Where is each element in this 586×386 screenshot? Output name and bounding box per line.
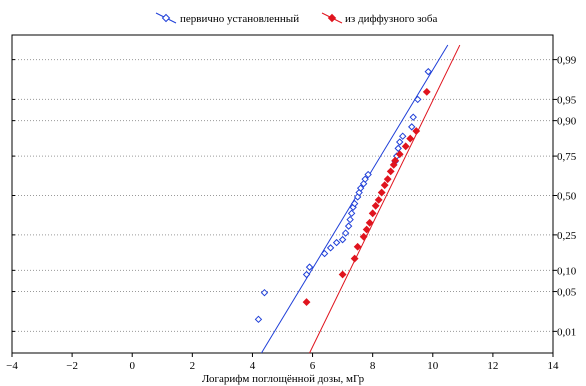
x-tick-label: 6 — [310, 360, 316, 372]
data-point-red — [350, 254, 359, 263]
data-point-blue — [356, 184, 365, 192]
data-point-blue — [396, 138, 404, 146]
data-point-red — [422, 87, 431, 96]
data-point-red — [374, 195, 383, 204]
data-point-red — [359, 232, 368, 241]
data-point-blue — [346, 215, 354, 224]
data-point-blue — [408, 123, 416, 131]
legend: первично установленный из диффузного зоб… — [155, 12, 437, 25]
data-point-red — [302, 298, 311, 306]
data-point-red — [380, 181, 389, 190]
data-point-blue — [302, 270, 311, 279]
data-point-red — [406, 134, 415, 143]
data-point-red — [386, 167, 395, 176]
series-layer — [254, 44, 461, 354]
data-point-red — [377, 188, 386, 197]
data-point-blue — [424, 67, 432, 76]
data-point-blue — [364, 170, 372, 179]
data-point-blue — [320, 249, 329, 258]
data-point-red — [362, 225, 371, 234]
legend-swatch-marker-red — [327, 13, 337, 23]
data-point-red — [353, 242, 362, 251]
data-point-red — [338, 270, 347, 279]
y-tick-label: 0,90 — [557, 116, 577, 128]
y-tick-label: 0,50 — [557, 190, 577, 202]
data-point-blue — [338, 235, 347, 244]
legend-swatch-marker-blue — [161, 13, 171, 23]
data-point-blue — [409, 113, 417, 121]
x-tick-label: 0 — [129, 360, 135, 372]
x-tick-label: 10 — [427, 360, 439, 372]
data-point-blue — [394, 144, 402, 153]
y-tick-label: 0,99 — [557, 55, 577, 67]
legend-label-blue: первично установленный — [180, 13, 299, 25]
series-red — [302, 44, 461, 354]
data-point-blue — [361, 175, 369, 183]
data-point-blue — [399, 132, 407, 140]
x-axis-label: Логарифм поглощённой дозы, мГр — [202, 373, 365, 385]
data-point-blue — [326, 244, 335, 252]
x-tick-label: 2 — [190, 360, 196, 372]
data-point-red — [365, 218, 374, 227]
data-point-blue — [254, 315, 263, 324]
data-point-blue — [260, 289, 269, 297]
y-tick-label: 0,95 — [557, 94, 577, 106]
data-point-red — [391, 156, 400, 165]
y-tick-label: 0,75 — [557, 151, 577, 163]
fit-line-red — [309, 44, 461, 354]
y-tick-label: 0,10 — [557, 265, 577, 277]
x-tick-label: 14 — [548, 360, 560, 372]
fit-line-blue — [261, 44, 449, 354]
data-point-red — [412, 127, 421, 135]
data-point-blue — [414, 95, 422, 104]
y-tick-label: 0,01 — [557, 326, 576, 338]
data-point-blue — [332, 238, 341, 247]
grid-lines — [12, 59, 553, 332]
y-axis: 0,01 0,05 0,10 0,25 0,50 0,75 0,90 0,95 0,99 — [12, 55, 577, 338]
data-point-red — [371, 201, 380, 210]
legend-label-red: из диффузного зоба — [345, 13, 437, 25]
plot-frame — [11, 34, 554, 354]
data-point-red — [368, 209, 377, 218]
data-point-blue — [341, 229, 350, 237]
x-axis: −4 −2 0 2 4 6 8 10 12 14 — [6, 353, 559, 372]
x-tick-label: 4 — [250, 360, 256, 372]
x-tick-label: −4 — [6, 360, 18, 372]
data-point-blue — [305, 263, 314, 271]
data-point-red — [383, 175, 392, 184]
data-point-red — [395, 150, 404, 159]
data-point-blue — [355, 188, 363, 197]
x-tick-label: −2 — [66, 360, 78, 372]
data-point-blue — [344, 222, 353, 230]
x-tick-label: 8 — [370, 360, 376, 372]
y-tick-label: 0,05 — [557, 287, 577, 299]
data-point-red — [401, 142, 410, 151]
data-point-blue — [347, 209, 356, 218]
y-tick-label: 0,25 — [557, 230, 577, 242]
x-tick-label: 12 — [487, 360, 498, 372]
data-point-blue — [350, 199, 359, 208]
series-blue — [254, 44, 449, 354]
